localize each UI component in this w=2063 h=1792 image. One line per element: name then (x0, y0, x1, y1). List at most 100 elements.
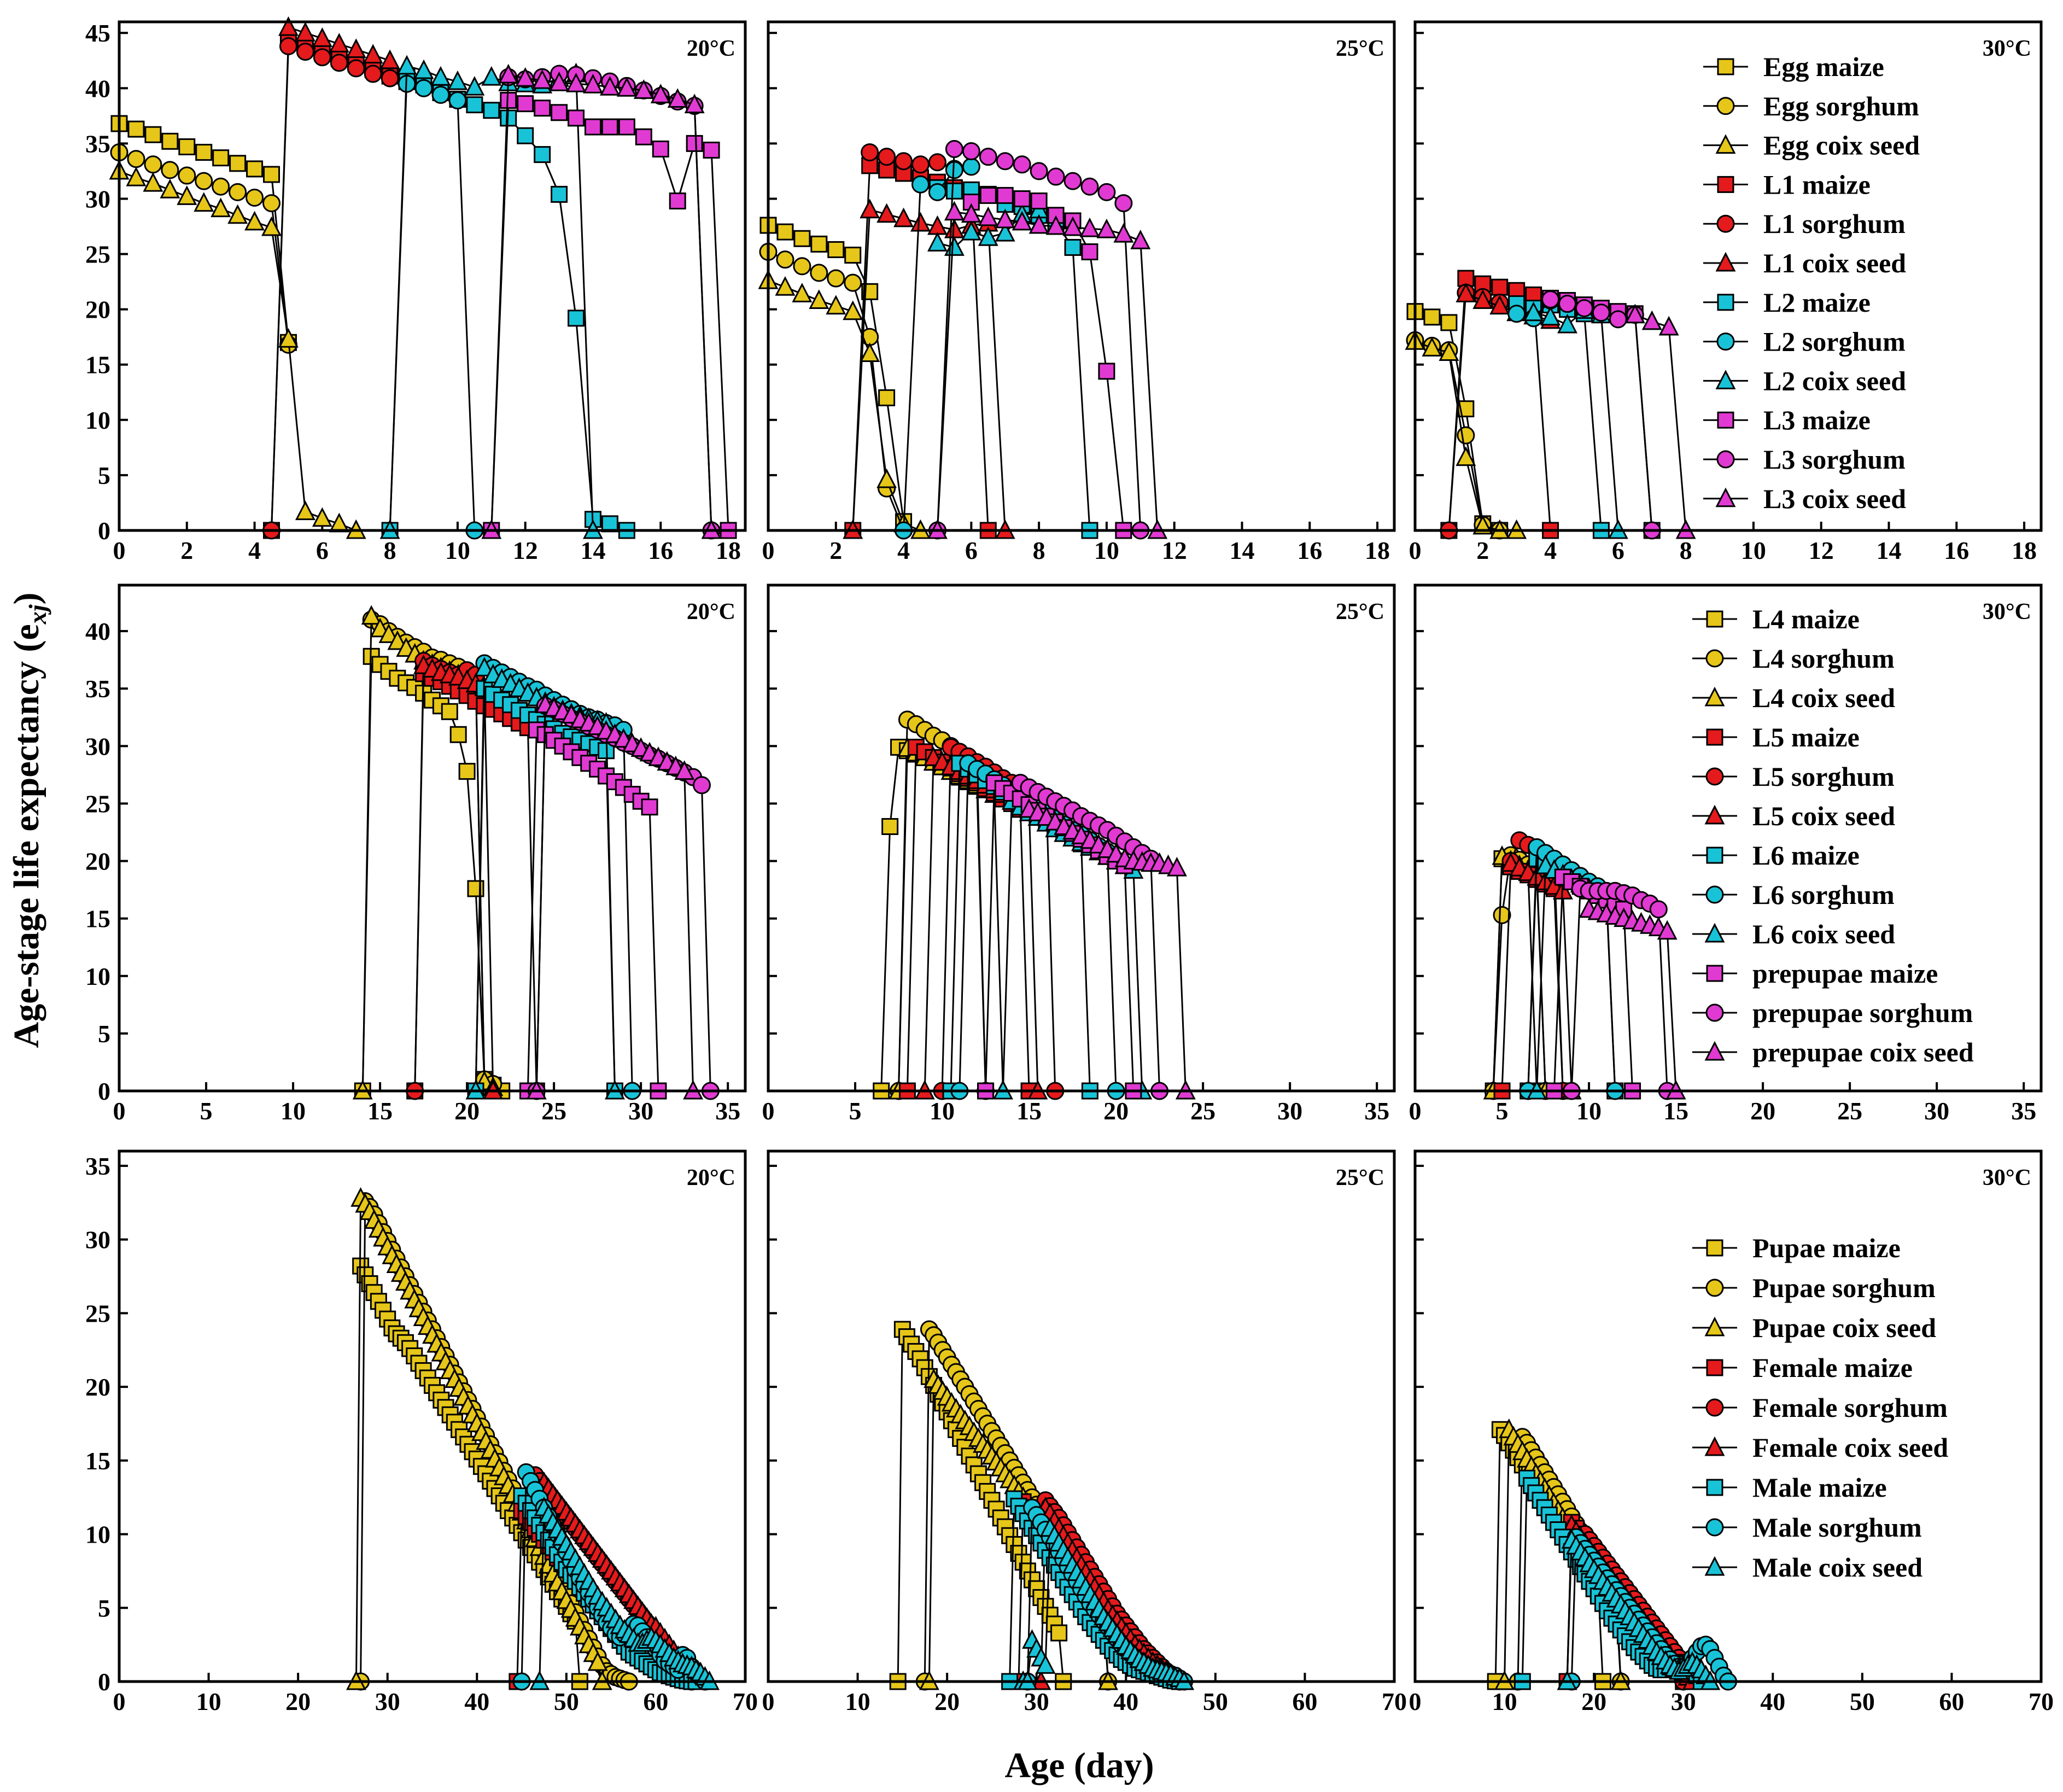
panel-r1-c2: 0 5 10 15 20 25 30 35 30°C (1409, 583, 2043, 1125)
data-point (792, 283, 813, 302)
legend-marker (1706, 1479, 1723, 1496)
data-point (995, 221, 1015, 242)
data-point (1097, 183, 1116, 201)
y-tick-label: 30 (85, 185, 110, 213)
legend-entry-male-coix-seed: Male coix seed (1692, 1552, 1922, 1583)
x-tick-label: 10 (196, 1688, 221, 1715)
y-tick-label: 10 (85, 1521, 110, 1549)
x-tick-label: 70 (2029, 1688, 2054, 1715)
data-point (1456, 446, 1476, 466)
legend-marker (1705, 885, 1724, 904)
legend-entry-l1-coix-seed: L1 coix seed (1703, 248, 1906, 278)
panel-r2-c0: 0 10 20 30 40 50 60 70 0 5 10 15 20 25 30 35 20°C (85, 1149, 758, 1715)
data-point (296, 43, 314, 61)
legend-entry-female-sorghum: Female sorghum (1692, 1392, 1948, 1423)
x-tick-label: 12 (513, 536, 538, 564)
x-tick-label: 40 (464, 1688, 489, 1715)
x-tick-label: 14 (580, 536, 605, 564)
data-point (1166, 856, 1187, 877)
plot-frame (118, 20, 747, 532)
series-l3-maize (483, 92, 737, 539)
x-tick-label: 30 (1671, 1688, 1696, 1715)
x-tick-label: 70 (1382, 1688, 1407, 1715)
data-point (1507, 305, 1526, 323)
data-point (775, 276, 796, 296)
x-tick-label: 20 (454, 1097, 480, 1125)
x-tick-label: 0 (113, 1688, 126, 1715)
data-point (809, 289, 829, 309)
data-point (810, 264, 828, 282)
plot-frame (767, 1149, 1396, 1683)
series-egg-coix-seed (109, 160, 366, 539)
x-tick-label: 10 (445, 536, 470, 564)
data-point (568, 310, 585, 327)
data-point (211, 197, 231, 218)
data-point (551, 185, 568, 203)
legend-label: L5 sorghum (1752, 761, 1895, 792)
x-tick-label: 20 (1750, 1097, 1775, 1125)
legend-entry-male-maize: Male maize (1692, 1472, 1887, 1503)
y-tick-label: 5 (98, 462, 110, 489)
legend-marker (1716, 450, 1735, 469)
data-point (928, 183, 946, 201)
plot-frame (1413, 20, 2043, 532)
legend-label: L1 sorghum (1763, 208, 1906, 239)
data-point (878, 148, 896, 166)
data-point (177, 185, 197, 205)
panel-r2-c1: 0 10 20 30 40 50 60 70 25°C (762, 1149, 1407, 1715)
data-point (448, 91, 467, 110)
data-point (1113, 223, 1134, 243)
series-line (768, 279, 921, 532)
legend-entry-l4-coix-seed: L4 coix seed (1692, 682, 1895, 713)
data-point (517, 127, 534, 144)
legend-marker (1704, 923, 1725, 943)
legend-row-1: L4 maize L4 sorghum L4 coix seed L5 maize L5… (1692, 604, 1974, 1067)
x-tick-label: 14 (1229, 536, 1254, 564)
legend-marker (1706, 1239, 1723, 1257)
data-point (466, 96, 483, 114)
data-point (483, 102, 500, 119)
data-point (1050, 1624, 1068, 1642)
data-point (962, 142, 980, 161)
data-point (1557, 313, 1577, 334)
y-tick-label: 0 (98, 1077, 110, 1105)
legend-entry-pupae-maize: Pupae maize (1692, 1233, 1901, 1263)
legend-label: L2 coix seed (1763, 365, 1906, 396)
data-point (312, 27, 332, 47)
data-point (1035, 1654, 1056, 1674)
legend-entry-l6-coix-seed: L6 coix seed (1692, 919, 1895, 949)
x-tick-label: 6 (965, 536, 978, 564)
data-point (381, 69, 399, 87)
data-point (396, 55, 417, 75)
legend-marker (1715, 370, 1736, 389)
y-tick-label: 25 (85, 1299, 110, 1327)
legend-marker (1717, 176, 1734, 193)
x-tick-label: 20 (934, 1688, 960, 1715)
x-tick-label: 0 (762, 1097, 775, 1125)
legend-label: L5 maize (1752, 722, 1860, 752)
legend-label: Female maize (1752, 1352, 1913, 1383)
data-point (144, 155, 162, 174)
data-point (212, 177, 230, 196)
legend-marker (1706, 847, 1723, 864)
data-point (810, 235, 828, 253)
legend-label: Female sorghum (1752, 1392, 1948, 1423)
data-point (195, 172, 213, 190)
x-tick-label: 18 (2012, 536, 2037, 564)
data-point (498, 63, 519, 84)
data-point (652, 141, 669, 157)
x-tick-label: 20 (285, 1688, 311, 1715)
legend-label: prepupae maize (1752, 958, 1938, 989)
temperature-label: 20°C (687, 599, 735, 624)
legend-marker (1704, 804, 1725, 825)
x-tick-label: 30 (1924, 1097, 1949, 1125)
series-male-coix-seed (1557, 1529, 1721, 1690)
data-point (1592, 303, 1610, 322)
legend-marker (1715, 134, 1736, 154)
data-point (246, 160, 264, 178)
data-point (1080, 177, 1099, 196)
data-point (458, 763, 476, 780)
data-point (330, 54, 348, 72)
data-point (944, 201, 965, 221)
data-point (881, 818, 899, 835)
